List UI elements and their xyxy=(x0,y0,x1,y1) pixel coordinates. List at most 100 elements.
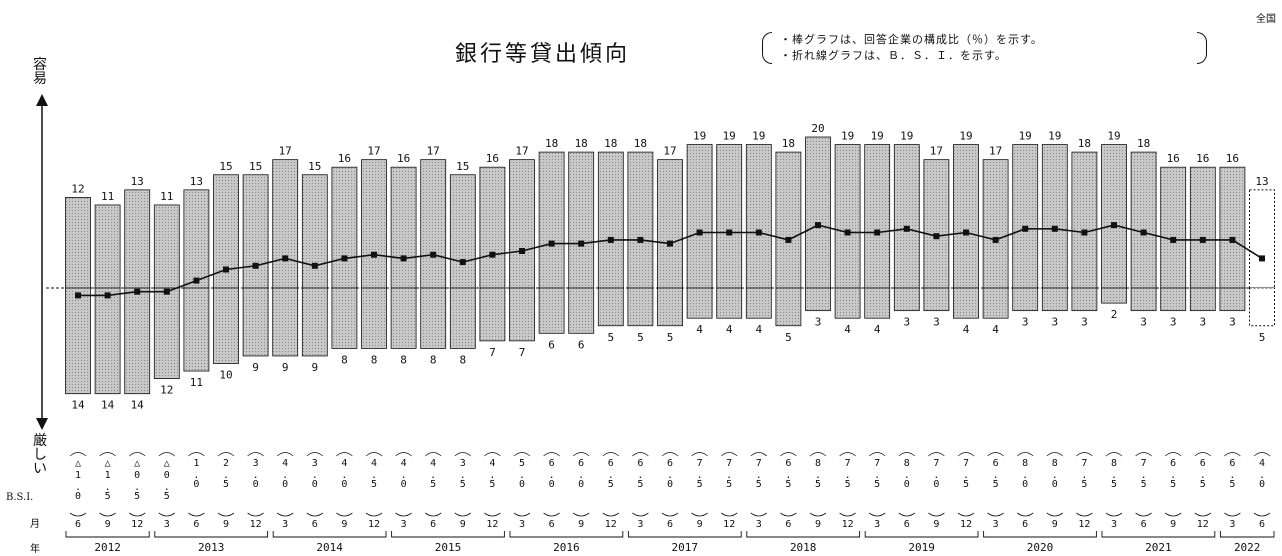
bar-down xyxy=(124,287,151,395)
bar-up xyxy=(805,136,831,289)
bar-down xyxy=(420,287,447,349)
bsi-bracket-bottom xyxy=(1194,512,1212,517)
month-label: 12 xyxy=(368,519,380,530)
bsi-bracket-bottom xyxy=(1076,512,1093,517)
bsi-value-char: 7 xyxy=(933,458,939,469)
bar-down-label: 3 xyxy=(1140,316,1147,329)
month-label: 12 xyxy=(842,519,854,530)
bsi-point xyxy=(1111,222,1117,229)
bsi-value-char: 4 xyxy=(1259,458,1265,469)
bar-down-label: 3 xyxy=(903,316,910,329)
bsi-bracket-top xyxy=(188,452,205,457)
bsi-bracket-top xyxy=(1016,452,1034,457)
bar-down xyxy=(627,287,654,327)
bar-up xyxy=(923,159,950,289)
bsi-bracket-bottom xyxy=(1016,512,1034,517)
bar-up xyxy=(361,159,387,289)
bar-up-label: 15 xyxy=(249,160,262,173)
bsi-bracket-top xyxy=(424,452,442,457)
bsi-bracket-top xyxy=(99,452,116,457)
bar-up xyxy=(627,151,654,289)
bsi-bracket-top xyxy=(128,452,146,457)
bar-up xyxy=(390,166,417,289)
bsi-value-char: 0 xyxy=(401,479,407,490)
bar-down-label: 2 xyxy=(1111,308,1118,321)
bsi-value-char: △ xyxy=(105,458,111,469)
bsi-value-char: 6 xyxy=(637,458,643,469)
bsi-value-char: 5 xyxy=(637,479,643,490)
bsi-bracket-bottom xyxy=(720,512,738,517)
bsi-point xyxy=(578,240,585,247)
bsi-value-char: 7 xyxy=(963,458,969,469)
bsi-value-char: 0 xyxy=(578,479,584,490)
bar-up xyxy=(272,159,299,289)
bar-down xyxy=(479,287,506,342)
bar-down xyxy=(538,287,565,334)
bar-up-label: 16 xyxy=(397,152,410,165)
bsi-value-char: 0 xyxy=(341,479,347,490)
month-label: 3 xyxy=(756,519,762,530)
legend-note: ・棒グラフは、回答企業の構成比（％）を示す。 ・折れ線グラフは、Ｂ．Ｓ．Ｉ．を示… xyxy=(762,32,1207,64)
bar-up-label: 12 xyxy=(71,182,84,195)
bar-up xyxy=(449,174,476,289)
year-bracket xyxy=(65,531,150,538)
bsi-bracket-bottom xyxy=(217,512,235,517)
bsi-value-char: 3 xyxy=(312,458,318,469)
bar-up xyxy=(893,144,920,289)
bar-down-label: 3 xyxy=(1081,316,1088,329)
bsi-value-char: 7 xyxy=(845,458,851,469)
row-label-bsi: B.S.I. xyxy=(6,492,34,503)
bar-down xyxy=(272,287,299,357)
bar-up-label: 19 xyxy=(693,130,706,143)
bsi-point xyxy=(371,251,377,258)
month-label: 6 xyxy=(904,519,910,530)
bsi-value-char: . xyxy=(282,470,288,481)
bar-down xyxy=(775,287,802,327)
bar-down xyxy=(657,287,683,327)
bsi-bracket-top xyxy=(1076,452,1093,457)
bsi-value-char: 5 xyxy=(874,479,880,490)
bsi-bracket-top xyxy=(839,452,856,457)
bsi-value-char: . xyxy=(756,470,762,481)
bsi-bracket-top xyxy=(276,452,294,457)
bar-up-label: 19 xyxy=(1019,130,1032,143)
bsi-value-char: 5 xyxy=(697,479,703,490)
month-label: 3 xyxy=(282,519,288,530)
bsi-value-char: 5 xyxy=(164,491,170,502)
bar-down xyxy=(242,287,269,357)
month-label: 9 xyxy=(1170,519,1176,530)
bsi-bracket-top xyxy=(928,452,945,457)
bar-down-label: 4 xyxy=(874,323,881,336)
bar-up xyxy=(65,196,91,289)
bar-up-label: 18 xyxy=(545,137,558,150)
bsi-value-char: . xyxy=(1200,470,1206,481)
month-label: 3 xyxy=(993,519,999,530)
bsi-value-char: . xyxy=(1081,470,1087,481)
bsi-point xyxy=(489,251,496,258)
month-label: 6 xyxy=(667,519,673,530)
month-label: 12 xyxy=(1078,519,1090,530)
bsi-bracket-top xyxy=(69,452,87,457)
bsi-value-char: . xyxy=(1022,470,1028,481)
bsi-point xyxy=(637,236,644,243)
bsi-point xyxy=(75,292,81,299)
bar-up-label: 19 xyxy=(871,130,884,143)
month-label: 9 xyxy=(697,519,703,530)
month-label: 12 xyxy=(250,519,262,530)
bsi-value-char: 6 xyxy=(549,458,555,469)
bsi-value-char: 5 xyxy=(1081,479,1087,490)
bar-up xyxy=(1012,144,1039,289)
bsi-value-char: . xyxy=(549,470,555,481)
bsi-value-char: 5 xyxy=(519,458,525,469)
bsi-value-char: 0 xyxy=(519,479,525,490)
bsi-value-char: 0 xyxy=(1052,479,1058,490)
year-bracket xyxy=(1101,531,1216,538)
bar-down xyxy=(1130,287,1157,312)
bar-down xyxy=(1041,287,1068,312)
bar-up xyxy=(686,144,713,289)
year-bracket xyxy=(864,531,979,538)
bsi-value-char: . xyxy=(1141,470,1147,481)
bar-down-label: 5 xyxy=(607,331,614,344)
bar-up-label: 16 xyxy=(1226,152,1239,165)
